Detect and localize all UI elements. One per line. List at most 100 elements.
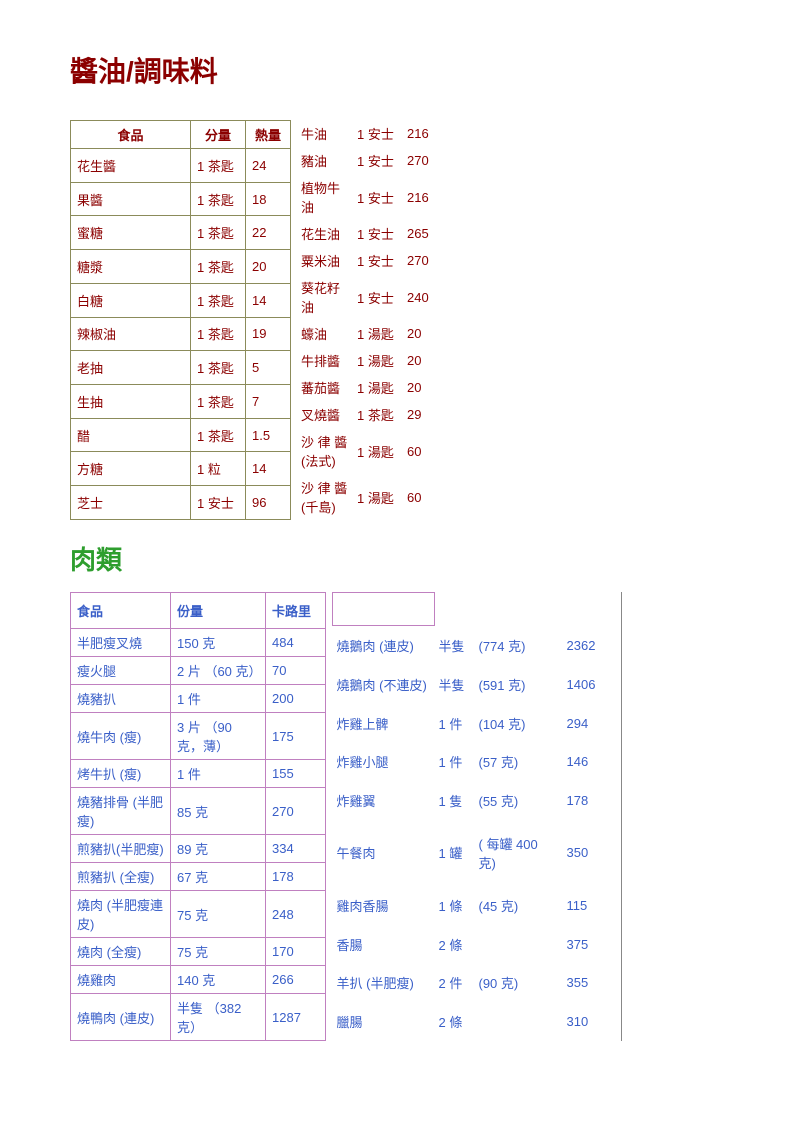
cell: 75 克	[171, 938, 266, 966]
cell: 14	[246, 452, 291, 486]
cell: 1 茶匙	[191, 351, 246, 385]
cell: 1 件	[171, 760, 266, 788]
cell: 燒鵝肉 (連皮)	[333, 626, 435, 665]
cell: 115	[563, 886, 605, 925]
cell: 216	[403, 174, 443, 220]
cell: 294	[563, 704, 605, 743]
cell: 午餐肉	[333, 820, 435, 886]
table-row: 叉燒醬1 茶匙29	[297, 401, 443, 428]
cell: 2362	[563, 626, 605, 665]
cell: 484	[266, 629, 326, 657]
cell: 花生醬	[71, 149, 191, 183]
t1-h1: 分量	[191, 121, 246, 149]
table-row: 沙 律 醬 (法式)1 湯匙60	[297, 428, 443, 474]
cell: 155	[266, 760, 326, 788]
cell: 沙 律 醬 (法式)	[297, 428, 353, 474]
table-row: 炸雞翼1 隻(55 克)178	[333, 781, 605, 820]
section2-tables: 食品 份量 卡路里 半肥瘦叉燒150 克484瘦火腿2 片 （60 克）70燒豬…	[70, 592, 724, 1041]
cell: 烤牛扒 (瘦)	[71, 760, 171, 788]
cell: 140 克	[171, 966, 266, 994]
cell: 燒肉 (全瘦)	[71, 938, 171, 966]
vertical-rule	[621, 592, 622, 1041]
cell: 煎豬扒 (全瘦)	[71, 863, 171, 891]
cell: 1 粒	[191, 452, 246, 486]
table-row: 芝士1 安士96	[71, 486, 291, 520]
cell: 1 安士	[191, 486, 246, 520]
cell: 270	[266, 788, 326, 835]
table-row: 燒肉 (半肥瘦連皮)75 克248	[71, 891, 326, 938]
cell: 334	[266, 835, 326, 863]
cell: 牛油	[297, 120, 353, 147]
cell: 1 湯匙	[353, 347, 403, 374]
table1-left: 食品 分量 熱量 花生醬1 茶匙24果醬1 茶匙18蜜糖1 茶匙22糖漿1 茶匙…	[70, 120, 291, 520]
cell: 叉燒醬	[297, 401, 353, 428]
table-row: 烤牛扒 (瘦)1 件155	[71, 760, 326, 788]
cell: ( 每罐 400 克)	[475, 820, 563, 886]
table2-right: 燒鵝肉 (連皮)半隻(774 克)2362燒鵝肉 (不連皮)半隻(591 克)1…	[332, 592, 605, 1041]
cell: 19	[246, 317, 291, 351]
table-row: 煎豬扒(半肥瘦)89 克334	[71, 835, 326, 863]
cell: 5	[246, 351, 291, 385]
cell: 燒豬扒	[71, 685, 171, 713]
cell: 22	[246, 216, 291, 250]
table-row: 植物牛油1 安士216	[297, 174, 443, 220]
cell: 60	[403, 428, 443, 474]
table-row: 蠔油1 湯匙20	[297, 320, 443, 347]
table-row: 蜜糖1 茶匙22	[71, 216, 291, 250]
cell: 羊扒 (半肥瘦)	[333, 963, 435, 1002]
cell: 266	[266, 966, 326, 994]
cell: 果醬	[71, 182, 191, 216]
cell: 355	[563, 963, 605, 1002]
cell: 2 件	[435, 963, 475, 1002]
cell: 2 片 （60 克）	[171, 657, 266, 685]
cell: 燒鵝肉 (不連皮)	[333, 665, 435, 704]
cell: 1 湯匙	[353, 374, 403, 401]
cell: 200	[266, 685, 326, 713]
cell: 67 克	[171, 863, 266, 891]
cell: 375	[563, 925, 605, 964]
cell: 265	[403, 220, 443, 247]
section1-title: 醬油/調味料	[70, 50, 724, 90]
cell: (774 克)	[475, 626, 563, 665]
table-row: 炸雞小腿1 件(57 克)146	[333, 742, 605, 781]
table-row: 雞肉香腸1 條(45 克)115	[333, 886, 605, 925]
cell: 96	[246, 486, 291, 520]
cell: 白糖	[71, 283, 191, 317]
cell: 70	[266, 657, 326, 685]
cell: (57 克)	[475, 742, 563, 781]
cell: 炸雞翼	[333, 781, 435, 820]
table-row: 辣椒油1 茶匙19	[71, 317, 291, 351]
cell: 香腸	[333, 925, 435, 964]
cell: 1 件	[435, 742, 475, 781]
cell: 1 安士	[353, 274, 403, 320]
cell: 炸雞上髀	[333, 704, 435, 743]
cell: (45 克)	[475, 886, 563, 925]
cell: 18	[246, 182, 291, 216]
table-row: 燒牛肉 (瘦)3 片 （90 克，薄）175	[71, 713, 326, 760]
cell: 1 茶匙	[191, 182, 246, 216]
cell: 3 片 （90 克，薄）	[171, 713, 266, 760]
cell: 146	[563, 742, 605, 781]
cell: 1 茶匙	[353, 401, 403, 428]
cell: 1 安士	[353, 174, 403, 220]
cell: 1 條	[435, 886, 475, 925]
table-row: 葵花籽油1 安士240	[297, 274, 443, 320]
cell: 雞肉香腸	[333, 886, 435, 925]
cell: 29	[403, 401, 443, 428]
cell: 蕃茄醬	[297, 374, 353, 401]
cell: 花生油	[297, 220, 353, 247]
table-row: 羊扒 (半肥瘦)2 件(90 克)355	[333, 963, 605, 1002]
cell: 85 克	[171, 788, 266, 835]
table-row: 燒豬排骨 (半肥瘦)85 克270	[71, 788, 326, 835]
cell: 燒豬排骨 (半肥瘦)	[71, 788, 171, 835]
cell: 燒雞肉	[71, 966, 171, 994]
table-row: 炸雞上髀1 件(104 克)294	[333, 704, 605, 743]
table-row: 燒豬扒1 件200	[71, 685, 326, 713]
cell: 248	[266, 891, 326, 938]
table-row: 方糖1 粒14	[71, 452, 291, 486]
cell: 178	[563, 781, 605, 820]
cell: 半隻 （382 克）	[171, 994, 266, 1041]
cell: 1 安士	[353, 247, 403, 274]
t1-h2: 熱量	[246, 121, 291, 149]
cell: 270	[403, 147, 443, 174]
